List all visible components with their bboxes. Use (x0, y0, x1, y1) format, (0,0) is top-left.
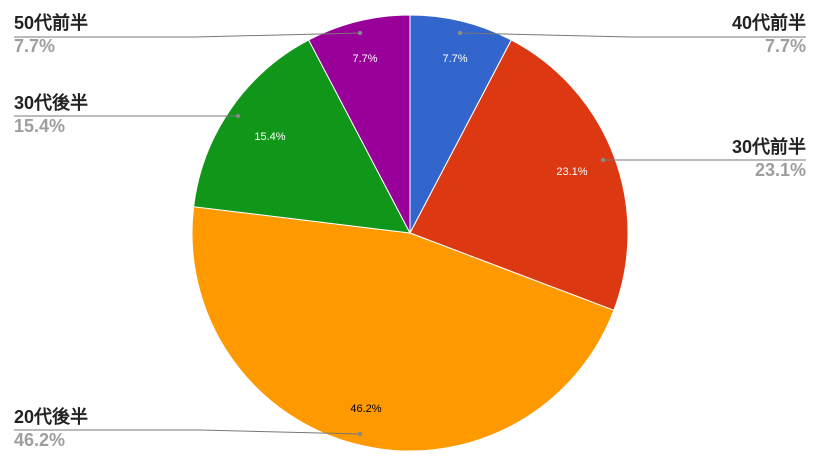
pie-slice (409, 39, 629, 311)
slice-category-label: 40代前半 (732, 12, 806, 33)
leader-line (459, 32, 806, 38)
pie-slice (308, 14, 411, 234)
pie-slice (193, 39, 411, 234)
slice-percent-label: 7.7% (14, 36, 55, 56)
slice-category-label: 20代後半 (14, 406, 88, 427)
slice-percent-label: 23.1% (755, 160, 806, 180)
slice-value-label: 7.7% (352, 53, 377, 65)
slice-category-label: 30代前半 (732, 136, 806, 157)
slice-percent-label: 46.2% (14, 430, 65, 450)
leader-dot (235, 113, 241, 119)
leader-dot (357, 30, 363, 36)
leader-dot (457, 30, 463, 36)
leader-dot (357, 431, 363, 437)
slice-value-label: 23.1% (556, 166, 587, 178)
slice-value-label: 7.7% (442, 53, 467, 65)
leader-dot (600, 157, 606, 163)
slice-percent-label: 7.7% (765, 36, 806, 56)
slice-value-label: 46.2% (350, 403, 381, 415)
slice-value-label: 15.4% (254, 131, 285, 143)
slice-category-label: 30代後半 (14, 92, 88, 113)
slice-percent-label: 15.4% (14, 116, 65, 136)
pie-slice (191, 206, 615, 452)
pie-slice (409, 14, 512, 234)
slice-category-label: 50代前半 (14, 12, 88, 33)
leader-line (14, 429, 361, 435)
leader-line (14, 32, 361, 38)
